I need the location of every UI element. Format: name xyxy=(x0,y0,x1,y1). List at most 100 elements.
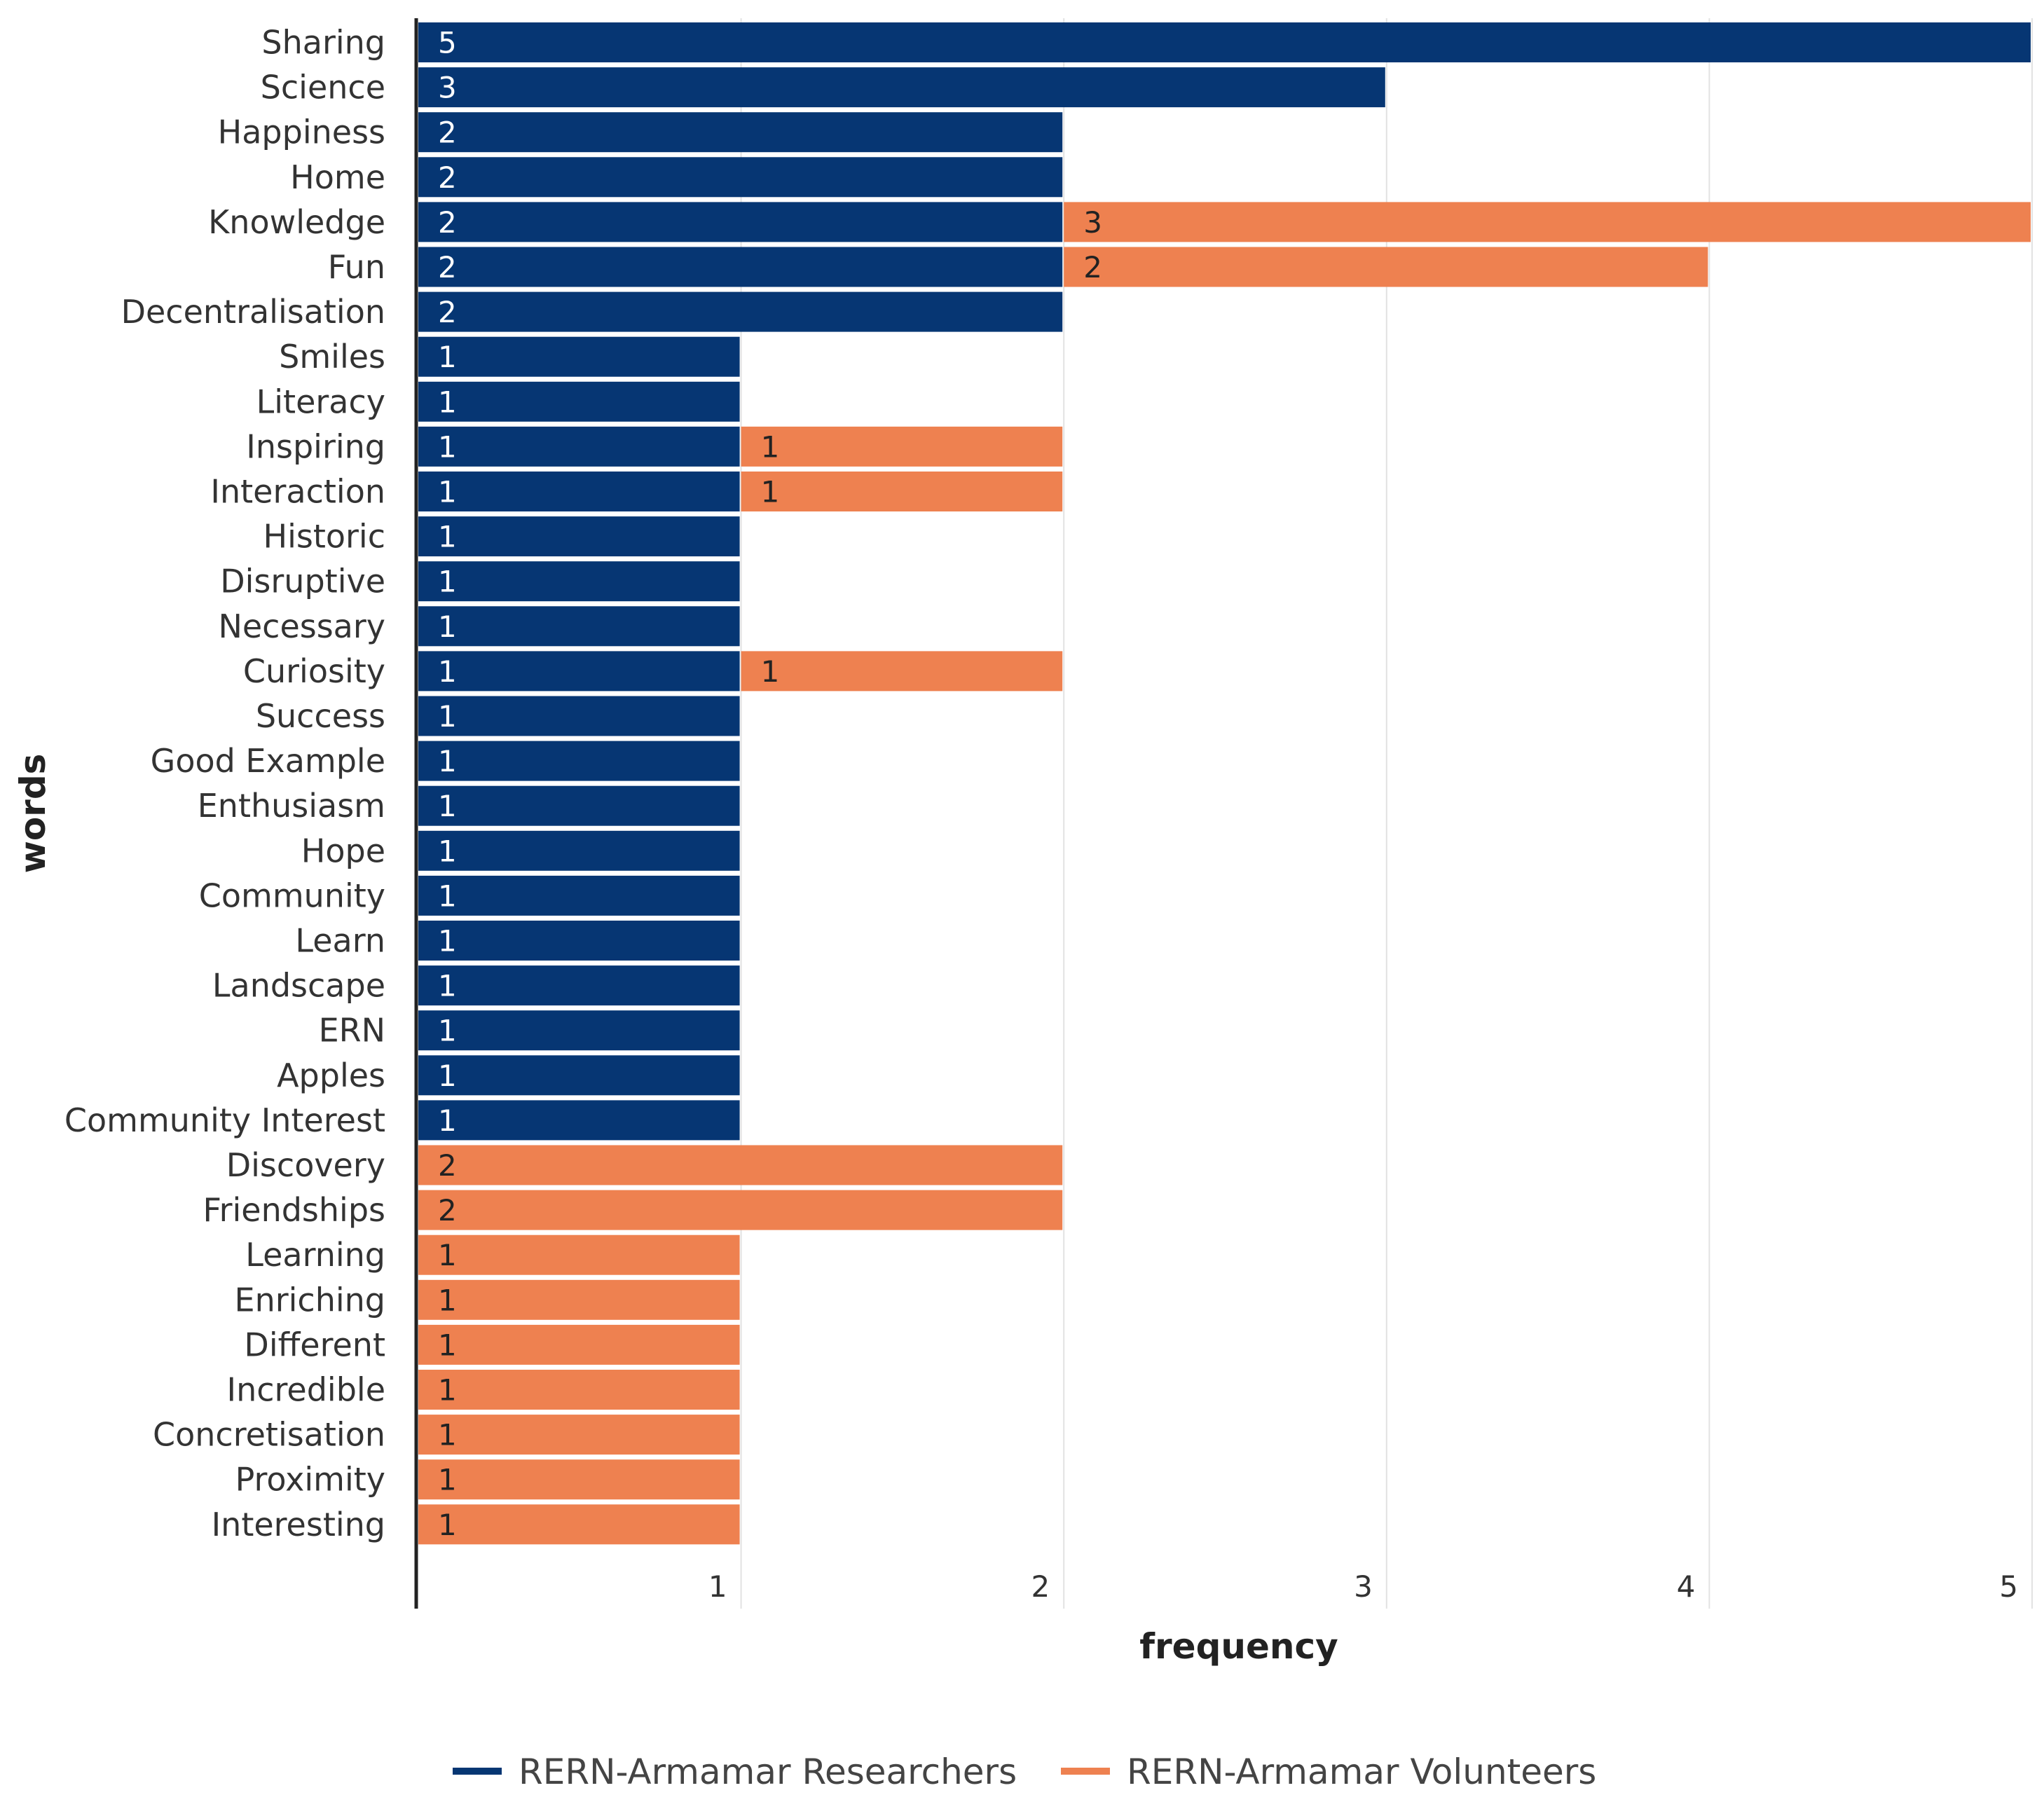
data-label: 1 xyxy=(438,1014,457,1048)
bar-volunteers-friendships[interactable] xyxy=(418,1190,1063,1230)
data-label: 1 xyxy=(438,1463,457,1497)
data-label: 1 xyxy=(438,610,457,644)
bar-researchers-curiosity[interactable] xyxy=(418,651,740,692)
bar-volunteers-fun[interactable] xyxy=(1064,247,1708,287)
legend-item-researchers[interactable]: RERN-Armamar Researchers xyxy=(453,1752,1017,1792)
data-label: 2 xyxy=(438,116,457,150)
category-label: Hope xyxy=(301,832,385,869)
data-label: 3 xyxy=(438,71,457,105)
category-label: Historic xyxy=(263,518,386,556)
bar-researchers-disruptive[interactable] xyxy=(418,561,740,602)
legend-item-volunteers[interactable]: RERN-Armamar Volunteers xyxy=(1061,1752,1596,1792)
bar-researchers-historic[interactable] xyxy=(418,516,740,557)
data-label: 1 xyxy=(438,475,457,509)
data-label: 1 xyxy=(438,1418,457,1452)
category-label: Good Example xyxy=(151,742,385,780)
data-label: 3 xyxy=(1083,205,1102,240)
category-label: Incredible xyxy=(227,1371,385,1409)
bar-researchers-happiness[interactable] xyxy=(418,112,1063,153)
data-label: 2 xyxy=(438,205,457,240)
bar-researchers-hope[interactable] xyxy=(418,830,740,871)
bar-researchers-science[interactable] xyxy=(418,67,1385,108)
category-label: Fun xyxy=(328,248,385,286)
bar-volunteers-different[interactable] xyxy=(418,1324,740,1365)
data-label: 1 xyxy=(438,1238,457,1272)
x-tick-labels: 1 2 3 4 5 xyxy=(708,1569,2018,1604)
category-label: Interesting xyxy=(212,1506,385,1543)
bar-volunteers-curiosity[interactable] xyxy=(741,651,1063,692)
x-tick-label: 3 xyxy=(1354,1569,1373,1604)
data-label: 1 xyxy=(438,1328,457,1362)
category-label: ERN xyxy=(319,1012,385,1050)
bar-researchers-enthusiasm[interactable] xyxy=(418,785,740,826)
data-label: 2 xyxy=(438,295,457,329)
bar-volunteers-knowledge[interactable] xyxy=(1064,202,2031,242)
data-label: 5 xyxy=(438,26,457,60)
bar-volunteers-enriching[interactable] xyxy=(418,1279,740,1320)
data-label: 1 xyxy=(438,385,457,419)
category-label: Enthusiasm xyxy=(198,787,385,825)
category-label: Happiness xyxy=(218,114,385,151)
data-label: 2 xyxy=(438,250,457,284)
bar-researchers-necessary[interactable] xyxy=(418,606,740,647)
bar-researchers-inspiring[interactable] xyxy=(418,426,740,467)
legend-label-volunteers: RERN-Armamar Volunteers xyxy=(1127,1752,1596,1792)
bar-volunteers-discovery[interactable] xyxy=(418,1145,1063,1185)
bar-researchers-sharing[interactable] xyxy=(418,22,2031,62)
category-label: Smiles xyxy=(279,338,385,376)
category-label: Inspiring xyxy=(246,427,385,465)
bar-volunteers-interesting[interactable] xyxy=(418,1504,740,1545)
bar-volunteers-interaction[interactable] xyxy=(741,472,1063,511)
data-label: 2 xyxy=(438,160,457,195)
category-label: Learning xyxy=(245,1236,385,1274)
bar-researchers-ern[interactable] xyxy=(418,1010,740,1051)
category-label: Learn xyxy=(295,922,385,960)
data-label: 1 xyxy=(438,969,457,1003)
category-label: Friendships xyxy=(203,1191,385,1229)
data-label: 1 xyxy=(438,699,457,734)
data-label: 1 xyxy=(438,879,457,913)
bar-volunteers-inspiring[interactable] xyxy=(741,426,1063,467)
category-label: Proximity xyxy=(235,1461,385,1499)
bar-researchers-learn[interactable] xyxy=(418,921,740,961)
data-label: 1 xyxy=(438,924,457,958)
bar-researchers-smiles[interactable] xyxy=(418,336,740,377)
bar-volunteers-learning[interactable] xyxy=(418,1234,740,1275)
bar-researchers-success[interactable] xyxy=(418,696,740,736)
data-label: 1 xyxy=(438,654,457,689)
bar-researchers-knowledge[interactable] xyxy=(418,202,1063,242)
category-label: Curiosity xyxy=(243,652,385,690)
data-label: 1 xyxy=(761,429,780,464)
data-labels: 5 3 2 2 2 3 2 2 2 1 1 1 1 1 1 1 1 1 1 1 1 1 1 1 1 1 1 1 1 1 2 2 1 1 1 1 1 1 1 xyxy=(438,26,1102,1542)
bar-researchers-community-interest[interactable] xyxy=(418,1100,740,1141)
bar-researchers-literacy[interactable] xyxy=(418,381,740,422)
bar-researchers-good-example[interactable] xyxy=(418,741,740,781)
category-label: Sharing xyxy=(261,24,385,62)
x-axis-title: frequency xyxy=(1139,1626,1338,1667)
x-tick-label: 1 xyxy=(708,1569,727,1604)
data-label: 1 xyxy=(438,744,457,778)
category-label: Interaction xyxy=(210,473,385,511)
bar-volunteers-incredible[interactable] xyxy=(418,1370,740,1410)
data-label: 1 xyxy=(438,565,457,599)
legend-label-researchers: RERN-Armamar Researchers xyxy=(519,1752,1017,1792)
bar-researchers-apples[interactable] xyxy=(418,1055,740,1096)
data-label: 1 xyxy=(438,1283,457,1317)
category-label: Literacy xyxy=(256,383,385,420)
bar-researchers-landscape[interactable] xyxy=(418,965,740,1006)
bar-volunteers-proximity[interactable] xyxy=(418,1459,740,1500)
category-label: Community Interest xyxy=(64,1101,385,1139)
bar-researchers-interaction[interactable] xyxy=(418,472,740,511)
data-label: 1 xyxy=(761,654,780,689)
category-label: Concretisation xyxy=(153,1416,385,1454)
bar-researchers-home[interactable] xyxy=(418,157,1063,198)
bar-researchers-decentralisation[interactable] xyxy=(418,291,1063,332)
y-axis-title: words xyxy=(13,754,53,874)
bar-volunteers-concretisation[interactable] xyxy=(418,1415,740,1455)
x-tick-label: 5 xyxy=(1999,1569,2018,1604)
bar-researchers-community[interactable] xyxy=(418,875,740,916)
category-label: Enriching xyxy=(235,1281,386,1319)
bar-researchers-fun[interactable] xyxy=(418,247,1063,287)
